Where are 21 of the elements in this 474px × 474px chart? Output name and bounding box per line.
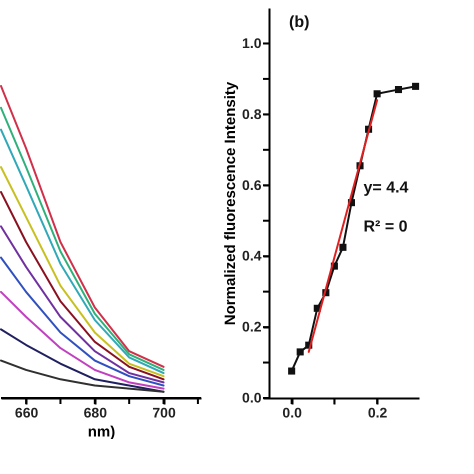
chart-title: (b) bbox=[289, 14, 310, 31]
x-tick-label: 680 bbox=[84, 404, 108, 420]
y-axis-title: Normalized fluorescence Intensity bbox=[222, 81, 240, 326]
point bbox=[339, 244, 346, 251]
y-tick-label: 0.8 bbox=[242, 106, 262, 122]
point bbox=[296, 348, 304, 356]
annotation: R² = 0 bbox=[364, 218, 408, 236]
point bbox=[412, 82, 420, 90]
annotation: y= 4.4 bbox=[364, 179, 409, 196]
x-tick-label: 660 bbox=[14, 404, 38, 420]
point bbox=[374, 90, 381, 98]
x-tick-label: 0.2 bbox=[368, 404, 388, 420]
x-tick-label: 0.0 bbox=[282, 404, 302, 420]
y-tick-label: 1.0 bbox=[242, 34, 262, 51]
y-tick-label: 0.2 bbox=[242, 318, 262, 335]
point bbox=[288, 368, 296, 375]
x-tick-label: 700 bbox=[152, 404, 176, 420]
point bbox=[394, 86, 402, 94]
y-tick-label: 0.6 bbox=[242, 176, 262, 193]
y-tick-label: 0.4 bbox=[242, 248, 262, 264]
y-tick-label: 0.0 bbox=[242, 390, 262, 406]
